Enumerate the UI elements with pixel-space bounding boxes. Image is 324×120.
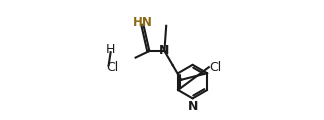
Text: HN: HN xyxy=(133,16,153,29)
Text: N: N xyxy=(159,45,169,57)
Text: N: N xyxy=(187,100,198,113)
Text: Cl: Cl xyxy=(209,61,222,74)
Text: H: H xyxy=(106,43,115,56)
Text: Cl: Cl xyxy=(107,61,119,74)
